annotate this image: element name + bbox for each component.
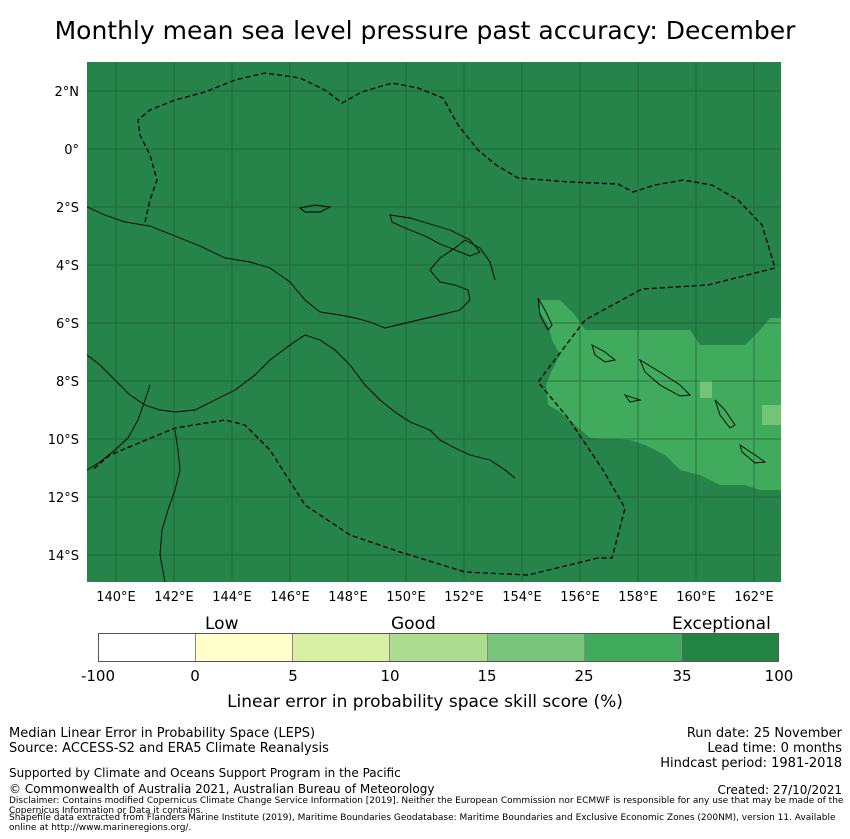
- colorbar-tick: 5: [288, 667, 298, 685]
- map-figure: 2°N 0° 2°S 4°S 6°S 8°S 10°S 12°S 14°S 14…: [48, 62, 781, 605]
- lon-label: 144°E: [212, 590, 252, 605]
- colorbar-tick: 10: [380, 667, 400, 685]
- colorbar-segment: [681, 634, 778, 661]
- colorbar-segment: [390, 634, 488, 661]
- colorbar-tick: -100: [80, 667, 116, 685]
- australia-coast: [86, 384, 151, 471]
- footer-lead-time: Lead time: 0 months: [707, 741, 842, 756]
- colorbar-segment: [584, 634, 682, 661]
- footer-created: Created: 27/10/2021: [717, 783, 842, 797]
- lon-label: 148°E: [328, 590, 368, 605]
- footer-run-date: Run date: 25 November: [686, 726, 842, 741]
- colorbar-category-exceptional: Exceptional: [672, 614, 771, 634]
- lat-label: 14°S: [48, 549, 79, 564]
- lat-label: 10°S: [48, 433, 79, 448]
- footer-disclaimer: Disclaimer: Contains modified Copernicus…: [9, 796, 844, 816]
- colorbar-label: Linear error in probability space skill …: [227, 692, 623, 712]
- solomon-islands-c: [714, 399, 736, 429]
- lon-label: 154°E: [502, 590, 542, 605]
- eez-boundary: [91, 72, 776, 576]
- colorbar-segment: [99, 634, 197, 661]
- solomon-islands-b: [639, 358, 691, 397]
- new-ireland-coast: [298, 204, 332, 213]
- solomon-islands-a: [591, 344, 617, 363]
- colorbar-segment: [196, 634, 294, 661]
- footer-copyright: © Commonwealth of Australia 2021, Austra…: [9, 782, 435, 796]
- map-gridlines: [87, 62, 781, 582]
- lon-label: 152°E: [444, 590, 484, 605]
- medium-skill-patch-east: [762, 405, 781, 425]
- lon-label: 160°E: [676, 590, 716, 605]
- lon-label: 150°E: [386, 590, 426, 605]
- footer-source: Source: ACCESS-S2 and ERA5 Climate Reana…: [9, 741, 329, 756]
- colorbar-tick: 25: [574, 667, 594, 685]
- coastlines: [86, 204, 767, 583]
- colorbar-tick: 15: [477, 667, 497, 685]
- footer-shapefile: Shapefile data extracted from Flanders M…: [9, 813, 836, 833]
- high-skill-region: [540, 300, 781, 490]
- bougainville-coast: [537, 297, 553, 331]
- latitude-labels: 2°N 0° 2°S 4°S 6°S 8°S 10°S 12°S 14°S: [48, 85, 79, 564]
- new-britain-coast: [389, 214, 481, 257]
- medium-skill-patch: [700, 380, 712, 398]
- longitude-labels: 140°E 142°E 144°E 146°E 148°E 150°E 152°…: [96, 590, 774, 605]
- lon-label: 146°E: [270, 590, 310, 605]
- lat-label: 2°S: [56, 201, 79, 216]
- lon-label: 140°E: [96, 590, 136, 605]
- lat-label: 12°S: [48, 491, 79, 506]
- colorbar-tick: 35: [672, 667, 692, 685]
- colorbar: [98, 633, 779, 662]
- lat-label: 2°N: [55, 85, 80, 100]
- colorbar-tick: 0: [190, 667, 200, 685]
- colorbar-category-low: Low: [205, 614, 239, 634]
- solomon-islands-d: [739, 443, 767, 464]
- map-background: [87, 62, 781, 582]
- new-guinea-south-coast: [86, 334, 516, 479]
- footer-method: Median Linear Error in Probability Space…: [9, 726, 316, 741]
- cape-york-coast: [159, 429, 181, 583]
- lon-label: 156°E: [560, 590, 600, 605]
- lat-label: 8°S: [56, 375, 79, 390]
- colorbar-segment: [293, 634, 391, 661]
- colorbar-segment: [487, 634, 585, 661]
- lat-label: 6°S: [56, 317, 79, 332]
- footer-support: Supported by Climate and Oceans Support …: [9, 766, 401, 780]
- footer-hindcast: Hindcast period: 1981-2018: [660, 756, 842, 771]
- lon-label: 142°E: [154, 590, 194, 605]
- lon-label: 158°E: [618, 590, 658, 605]
- lon-label: 162°E: [734, 590, 774, 605]
- lat-label: 4°S: [56, 259, 79, 274]
- lat-label: 0°: [64, 143, 79, 158]
- chart-title: Monthly mean sea level pressure past acc…: [54, 16, 796, 45]
- colorbar-category-good: Good: [391, 614, 436, 634]
- solomon-islands-e: [623, 394, 642, 403]
- new-guinea-coast: [86, 206, 496, 329]
- colorbar-tick: 100: [764, 667, 794, 685]
